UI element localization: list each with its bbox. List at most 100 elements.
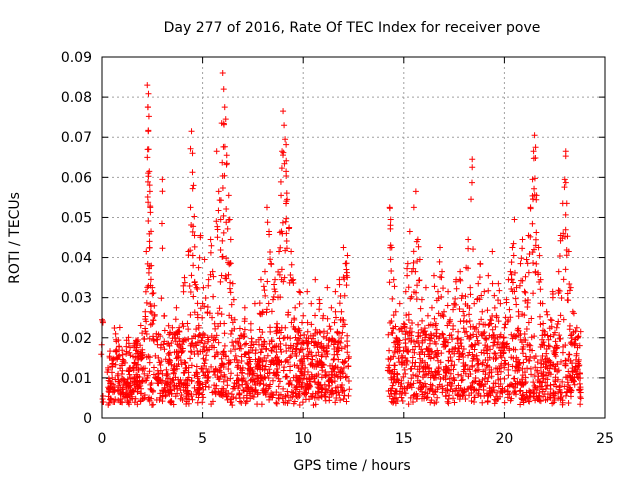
spread-point <box>187 311 194 318</box>
spread-point <box>232 352 239 359</box>
spread-point <box>161 346 168 353</box>
band-point <box>218 362 225 369</box>
spread-point <box>537 321 544 328</box>
band-point <box>542 379 549 386</box>
spread-point <box>190 262 197 269</box>
spread-point <box>270 360 277 367</box>
data-point <box>235 376 242 383</box>
band-point <box>132 337 139 344</box>
band-point <box>387 387 394 394</box>
band-point <box>343 398 350 405</box>
data-point <box>530 148 537 155</box>
spread-point <box>338 365 345 372</box>
data-point <box>300 312 307 319</box>
band-point <box>530 379 537 386</box>
band-point <box>230 342 237 349</box>
band-point <box>170 401 177 408</box>
spread-point <box>395 355 402 362</box>
band-point <box>267 361 274 368</box>
band-point <box>333 394 340 401</box>
band-point <box>484 378 491 385</box>
band-point <box>570 378 577 385</box>
band-point <box>341 359 348 366</box>
spread-point <box>185 326 192 333</box>
spread-point <box>299 346 306 353</box>
data-point <box>268 260 275 267</box>
data-point <box>205 276 212 283</box>
band-point <box>411 363 418 370</box>
band-point <box>528 371 535 378</box>
band-point <box>257 349 264 356</box>
band-point <box>169 376 176 383</box>
data-point <box>135 356 142 363</box>
spread-point <box>240 375 247 382</box>
spread-point <box>221 143 228 150</box>
band-point <box>475 366 482 373</box>
spread-point <box>142 377 149 384</box>
band-point <box>547 394 554 401</box>
spread-point <box>570 329 577 336</box>
spread-point <box>470 353 477 360</box>
data-point <box>169 324 176 331</box>
data-point <box>181 274 188 281</box>
spread-point <box>124 379 131 386</box>
spread-point <box>146 244 153 251</box>
spread-point <box>274 327 281 334</box>
data-point <box>338 308 345 315</box>
band-point <box>532 364 539 371</box>
spread-point <box>574 344 581 351</box>
data-point <box>451 300 458 307</box>
data-point <box>537 276 544 283</box>
band-point <box>405 401 412 408</box>
spread-point <box>199 314 206 321</box>
band-point <box>517 387 524 394</box>
band-point <box>228 391 235 398</box>
band-point <box>277 391 284 398</box>
spread-point <box>335 347 342 354</box>
band-point <box>112 361 119 368</box>
data-point <box>479 308 486 315</box>
band-point <box>534 367 541 374</box>
spread-point <box>334 373 341 380</box>
spread-point <box>194 286 201 293</box>
spread-point <box>343 282 350 289</box>
band-point <box>111 324 118 331</box>
band-point <box>254 372 261 379</box>
band-point <box>504 394 511 401</box>
band-point <box>315 349 322 356</box>
spread-point <box>403 345 410 352</box>
data-point <box>318 340 325 347</box>
data-point <box>199 300 206 307</box>
band-point <box>514 367 521 374</box>
band-point <box>489 388 496 395</box>
spread-point <box>220 229 227 236</box>
data-point <box>441 308 448 315</box>
band-point <box>141 335 148 342</box>
band-point <box>143 331 150 338</box>
spread-point <box>234 372 241 379</box>
spread-point <box>158 220 165 227</box>
spread-point <box>318 374 325 381</box>
band-point <box>149 388 156 395</box>
spread-point <box>162 380 169 387</box>
spread-point <box>104 369 111 376</box>
data-point <box>142 308 149 315</box>
spread-point <box>280 149 287 156</box>
spread-point <box>144 193 151 200</box>
band-point <box>499 389 506 396</box>
spread-point <box>393 335 400 342</box>
band-point <box>345 378 352 385</box>
spread-point <box>566 322 573 329</box>
band-point <box>571 381 578 388</box>
band-point <box>520 350 527 357</box>
data-point <box>146 168 153 175</box>
spread-point <box>268 308 275 315</box>
spread-point <box>201 332 208 339</box>
band-point <box>194 399 201 406</box>
band-point <box>119 347 126 354</box>
spread-point <box>147 321 154 328</box>
spread-point <box>287 271 294 278</box>
spread-point <box>256 310 263 317</box>
data-point <box>153 330 160 337</box>
spread-point <box>308 321 315 328</box>
